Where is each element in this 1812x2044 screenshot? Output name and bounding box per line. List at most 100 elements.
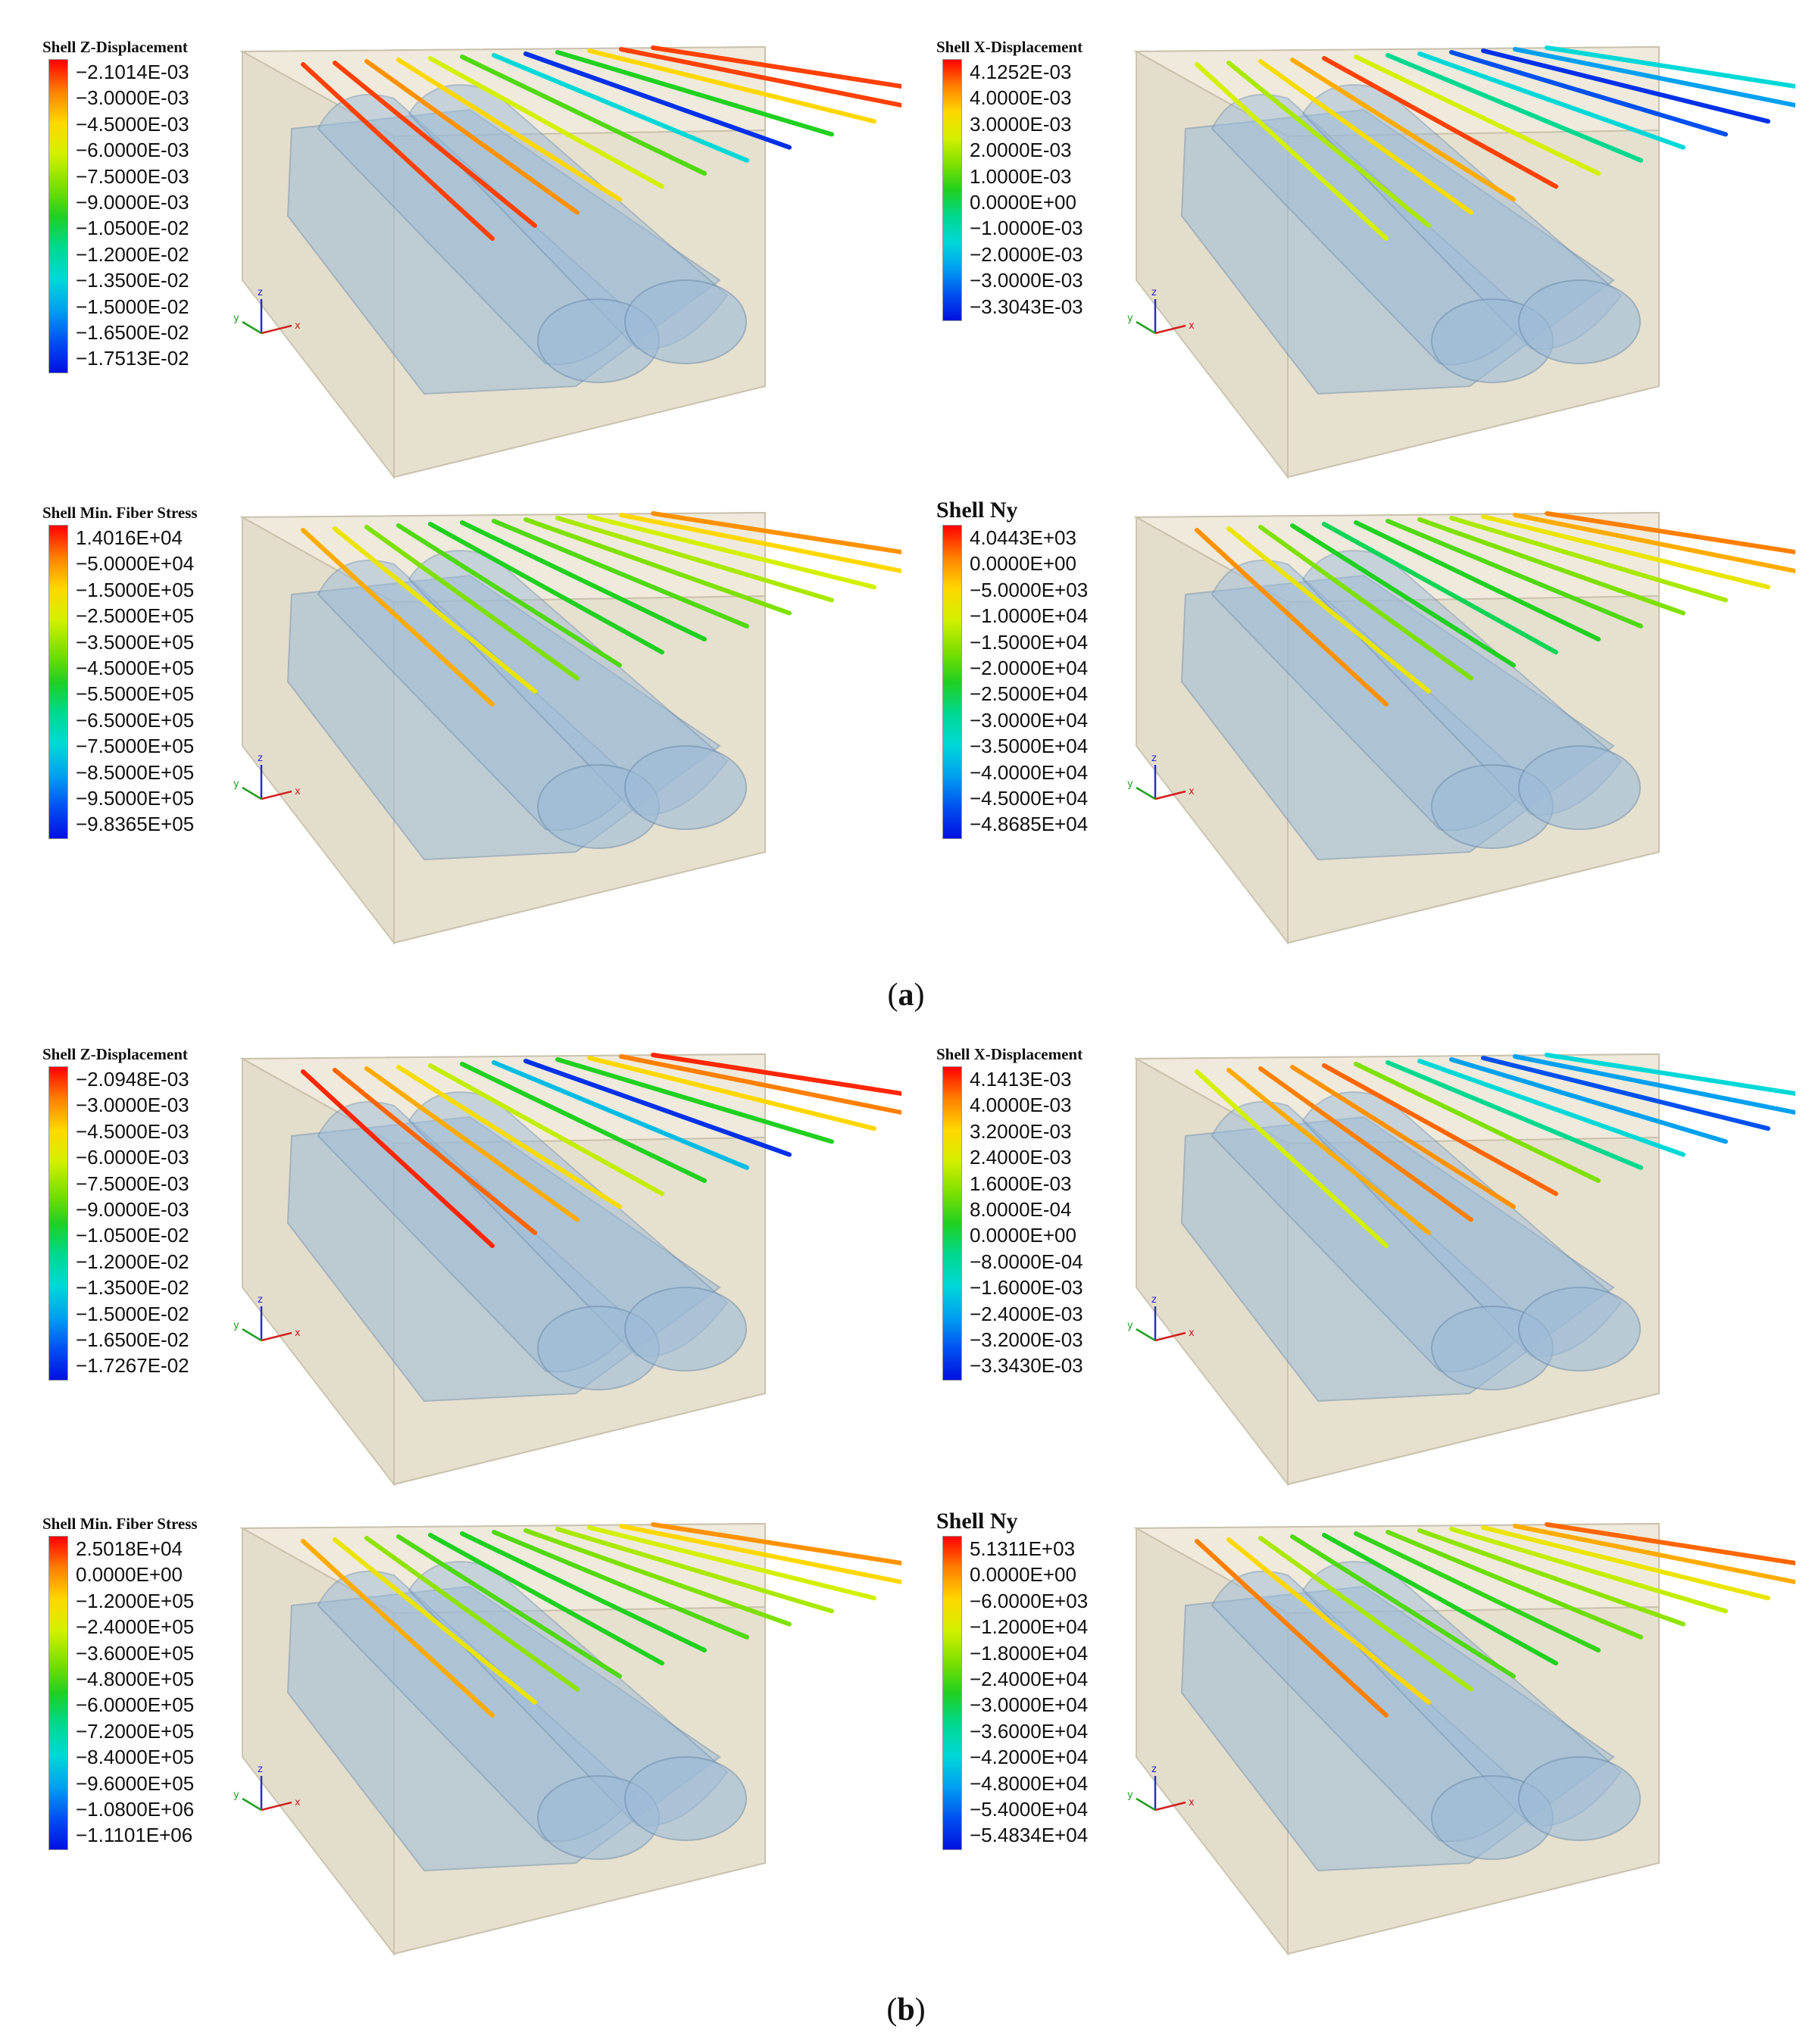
colorbar-tick-label: −1.6500E-02 [76,320,189,344]
pipe-roof-line [651,1053,901,1097]
colorbar-tick-label: −3.5000E+04 [970,735,1089,758]
colorbar-tick-label: −1.0500E-02 [76,1224,189,1247]
colorbar-tick-label: −3.5000E+05 [76,630,195,654]
colorbar-ticks: −2.0948E-03 −3.0000E-03 −4.5000E-03 −6.0000… [76,1066,189,1379]
pipe-roof-line [619,1054,901,1116]
result-panel: z x y Shell X-Displacement 4.1413E-03 4.0000E… [894,1038,1795,1522]
pipe-roof-line [1226,526,1431,694]
pipe-roof-line [587,48,876,124]
axis-label-y: y [233,313,239,324]
pipe-roof-line [1513,1054,1795,1116]
pipe-roof-line [1481,514,1770,590]
axis-triad: z x y [233,287,301,335]
pipe-roof-line [1417,1059,1685,1157]
colorbar-tick-label: −2.5000E+04 [970,682,1089,706]
axis-label-y: y [1127,1790,1133,1801]
pipe-roof-line [1545,511,1795,555]
axis-y [1136,1797,1156,1812]
colorbar-tick-label: 4.0000E-03 [970,1094,1072,1117]
pipe-roof-line [619,47,901,108]
colorbar-tick-label: 2.4000E-03 [970,1146,1072,1169]
tunnel-portal-right [1518,1287,1641,1372]
axis-x [261,324,292,335]
colorbar-tick-label: −1.7513E-02 [76,347,189,370]
pipe-roof-line [492,519,749,629]
pipe-roof-line [333,1068,537,1235]
colorbar-tick-label: −5.0000E+04 [76,552,195,576]
colorbar-tick-label: −6.0000E+03 [970,1589,1089,1612]
result-panel: z x y Shell Z-Displacement −2.1014E-03 −3.000… [0,30,901,515]
colorbar-tick-label: −8.0000E-04 [970,1250,1083,1273]
pipe-roof-line [1386,1530,1643,1640]
pipe-roof-line [1290,58,1516,202]
colorbar-tick-label: 2.0000E-03 [970,139,1072,162]
colorbar-tick-label: 0.0000E+00 [970,1563,1076,1587]
axis-x [261,1331,292,1342]
model-view: z x y [233,1053,901,1487]
model-view: z x y [1127,45,1795,479]
axis-label-y: y [233,1790,239,1801]
colorbar-tick-label: 4.0000E-03 [970,86,1072,110]
axis-label-z: z [1151,1764,1157,1775]
axis-y [242,1328,262,1342]
colorbar-ticks: 2.5018E+04 0.0000E+00 −1.2000E+05 −2.4000E+… [76,1536,194,1849]
model-view: z x y [233,511,901,945]
colorbar-tick-label: −7.5000E-03 [76,1172,189,1195]
pipe-roof-line [523,1528,792,1627]
colorbar [942,1066,962,1381]
tunnel-structure [286,1561,747,1872]
result-panel: z x y Shell Min. Fiber Stress 2.5018E+04 0.00… [0,1507,901,1992]
result-panel: z x y Shell Ny 5.1311E+03 0.0000E+00 −6.0000E+… [894,1507,1795,1992]
axis-triad: z x y [1127,287,1195,335]
colorbar-tick-label: −1.5000E+05 [76,578,195,601]
axis-x [1154,1331,1186,1342]
colorbar-tick-label: −3.3043E-03 [970,295,1083,318]
pipe-roof-line [1226,1068,1431,1235]
colorbar-tick-label: 2.5018E+04 [76,1537,183,1560]
colorbar-ticks: 1.4016E+04 −5.0000E+04 −1.5000E+05 −2.5000E… [76,525,194,838]
legend-title: Shell Z-Displacement [42,1045,188,1063]
colorbar-tick-label: −1.0000E-03 [970,217,1083,240]
pipe-roof-line [492,1060,749,1170]
pipe-roof-line [428,1533,664,1666]
colorbar-tick-label: 4.1413E-03 [970,1068,1072,1091]
colorbar-tick-label: 3.2000E-03 [970,1119,1072,1143]
colorbar-tick-label: −5.4000E+04 [970,1797,1089,1821]
result-panel: z x y Shell Z-Displacement −2.0948E-03 −3.000… [0,1038,901,1522]
pipe-roof-line [396,58,622,202]
pipe-roof-line [364,1536,580,1692]
axis-y [1136,1328,1156,1342]
pipe-roof-line [1354,1531,1601,1652]
colorbar-tick-label: −1.0000E+04 [970,604,1089,628]
colorbar-tick-label: −5.4834E+04 [970,1824,1089,1847]
colorbar-tick-label: −7.5000E+05 [76,735,195,758]
result-panel: z x y Shell X-Displacement 4.1252E-03 4.0000E… [894,30,1795,515]
colorbar-tick-label: −1.3500E-02 [76,1276,189,1300]
colorbar-tick-label: −1.5000E-02 [76,295,189,318]
colorbar-tick-label: −3.6000E+05 [76,1641,195,1665]
pipe-roof-line [1322,1063,1558,1197]
colorbar-tick-label: −9.0000E-03 [76,1197,189,1221]
colorbar-tick-label: −2.5000E+05 [76,604,195,628]
pipe-roof-line [492,1530,749,1640]
axis-triad: z x y [1127,1764,1195,1812]
colorbar-tick-label: −6.0000E-03 [76,1146,189,1169]
colorbar-tick-label: −8.4000E+05 [76,1746,195,1769]
colorbar-tick-label: −4.2000E+04 [970,1746,1089,1769]
axis-label-x: x [1189,320,1195,332]
colorbar-tick-label: −3.6000E+04 [970,1719,1089,1743]
colorbar-tick-label: −1.2000E-02 [76,1250,189,1273]
axis-label-z: z [258,1294,263,1306]
colorbar-tick-label: 4.1252E-03 [970,61,1072,83]
axis-label-z: z [258,287,263,298]
legend-title: Shell Ny [936,498,1018,523]
colorbar-tick-label: −1.6500E-02 [76,1328,189,1351]
pipe-roof-line [1195,528,1389,707]
colorbar-tick-label: 5.1311E+03 [970,1537,1076,1560]
pipe-roof-line [1386,53,1643,163]
colorbar-tick-label: −4.5000E+05 [76,656,195,679]
colorbar-tick-label: 4.0443E+03 [970,526,1076,549]
colorbar [942,525,962,839]
colorbar-tick-label: −3.2000E-03 [970,1328,1083,1351]
colorbar-tick-label: 1.6000E-03 [970,1172,1072,1195]
